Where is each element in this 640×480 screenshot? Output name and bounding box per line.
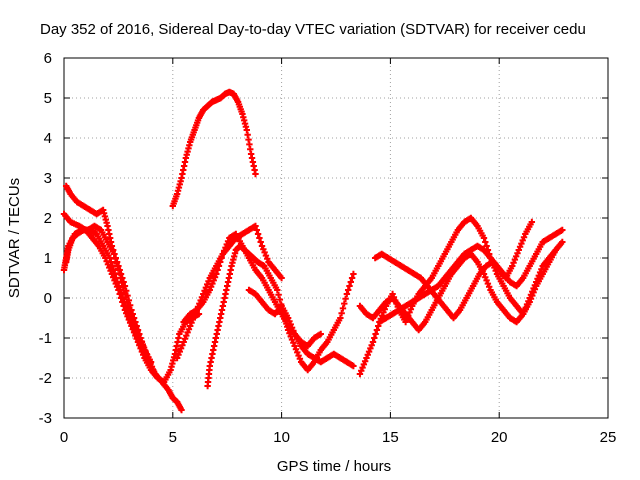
data-point: [254, 230, 262, 238]
data-point: [129, 310, 136, 318]
data-point: [275, 291, 282, 298]
data-point: [136, 330, 143, 338]
data-point: [125, 297, 133, 304]
series-s4: [62, 182, 155, 366]
data-point: [348, 274, 356, 282]
data-point: [373, 326, 381, 334]
data-point: [120, 278, 127, 286]
data-point: [117, 270, 125, 278]
data-point: [113, 258, 121, 266]
y-tick-label: 4: [44, 130, 52, 147]
data-point: [130, 314, 138, 322]
data-point: [124, 292, 131, 299]
data-point: [343, 290, 351, 298]
data-point: [346, 282, 353, 290]
axis-ticks: 0 5 10 15 20 25 -3 -2 -1 0 1 2 3 4 5 6: [39, 50, 617, 446]
x-tick-label: 10: [273, 429, 290, 446]
data-point: [150, 366, 157, 374]
y-tick-label: 6: [44, 50, 52, 67]
data-points: [60, 88, 566, 414]
data-point: [116, 266, 123, 274]
data-point: [253, 226, 260, 234]
data-point: [128, 306, 135, 314]
series-s9: [245, 286, 357, 370]
series-s2: [62, 226, 185, 414]
data-point: [252, 170, 259, 178]
y-tick-label: 1: [44, 250, 52, 267]
data-point: [109, 246, 117, 254]
data-point: [110, 266, 117, 274]
x-axis-label: GPS time / hours: [277, 458, 391, 475]
data-point: [350, 362, 357, 370]
data-point: [123, 287, 130, 294]
y-tick-label: -1: [39, 330, 52, 347]
y-axis-label: SDTVAR / TECUs: [6, 178, 23, 298]
data-point: [274, 286, 281, 294]
data-point: [138, 338, 146, 346]
data-point: [528, 218, 536, 226]
series-s8: [173, 222, 285, 362]
y-tick-label: 2: [44, 210, 52, 227]
data-point: [559, 238, 566, 246]
data-point: [347, 278, 354, 286]
data-point: [480, 234, 488, 242]
series-s10: [356, 214, 566, 378]
x-tick-label: 20: [491, 429, 508, 446]
x-tick-label: 15: [382, 429, 399, 446]
data-point: [257, 238, 264, 246]
y-tick-label: 0: [44, 290, 52, 307]
x-tick-label: 5: [169, 429, 177, 446]
data-point: [338, 310, 345, 317]
data-point: [140, 342, 147, 350]
chart-title: Day 352 of 2016, Sidereal Day-to-day VTE…: [40, 21, 586, 38]
data-point: [317, 330, 324, 338]
data-point: [278, 274, 285, 282]
data-point: [126, 302, 134, 309]
data-point: [483, 242, 490, 250]
data-point: [108, 242, 116, 250]
data-point: [375, 322, 382, 330]
plot-frame: [63, 57, 609, 419]
data-point: [559, 226, 566, 234]
x-tick-label: 25: [600, 429, 617, 446]
data-point: [178, 406, 185, 414]
data-point: [134, 326, 142, 334]
data-point: [350, 270, 357, 278]
data-point: [106, 254, 113, 262]
data-point: [552, 246, 559, 254]
series-s13: [376, 226, 566, 326]
data-point: [341, 300, 348, 307]
data-point: [339, 305, 347, 312]
x-tick-label: 0: [60, 429, 68, 446]
data-point: [256, 234, 263, 242]
data-point: [121, 282, 129, 290]
data-point: [252, 222, 259, 230]
y-tick-label: -3: [39, 410, 52, 427]
data-point: [372, 330, 379, 338]
data-point: [276, 296, 284, 303]
data-point: [119, 274, 126, 282]
data-point: [371, 334, 378, 342]
data-point: [369, 338, 377, 346]
data-point: [115, 262, 122, 270]
data-point: [112, 254, 119, 262]
series-s5: [169, 88, 259, 210]
data-point: [109, 262, 116, 270]
data-point: [344, 286, 352, 294]
data-point: [482, 238, 489, 246]
y-tick-label: -2: [39, 370, 52, 387]
y-tick-label: 5: [44, 90, 52, 107]
data-point: [132, 318, 139, 326]
data-point: [107, 258, 115, 266]
data-point: [133, 322, 140, 330]
data-point: [342, 295, 349, 302]
data-point: [147, 358, 155, 366]
y-tick-label: 3: [44, 170, 52, 187]
chart-grid: [64, 58, 608, 418]
data-point: [337, 314, 344, 322]
data-point: [111, 250, 118, 258]
data-point: [137, 334, 144, 342]
